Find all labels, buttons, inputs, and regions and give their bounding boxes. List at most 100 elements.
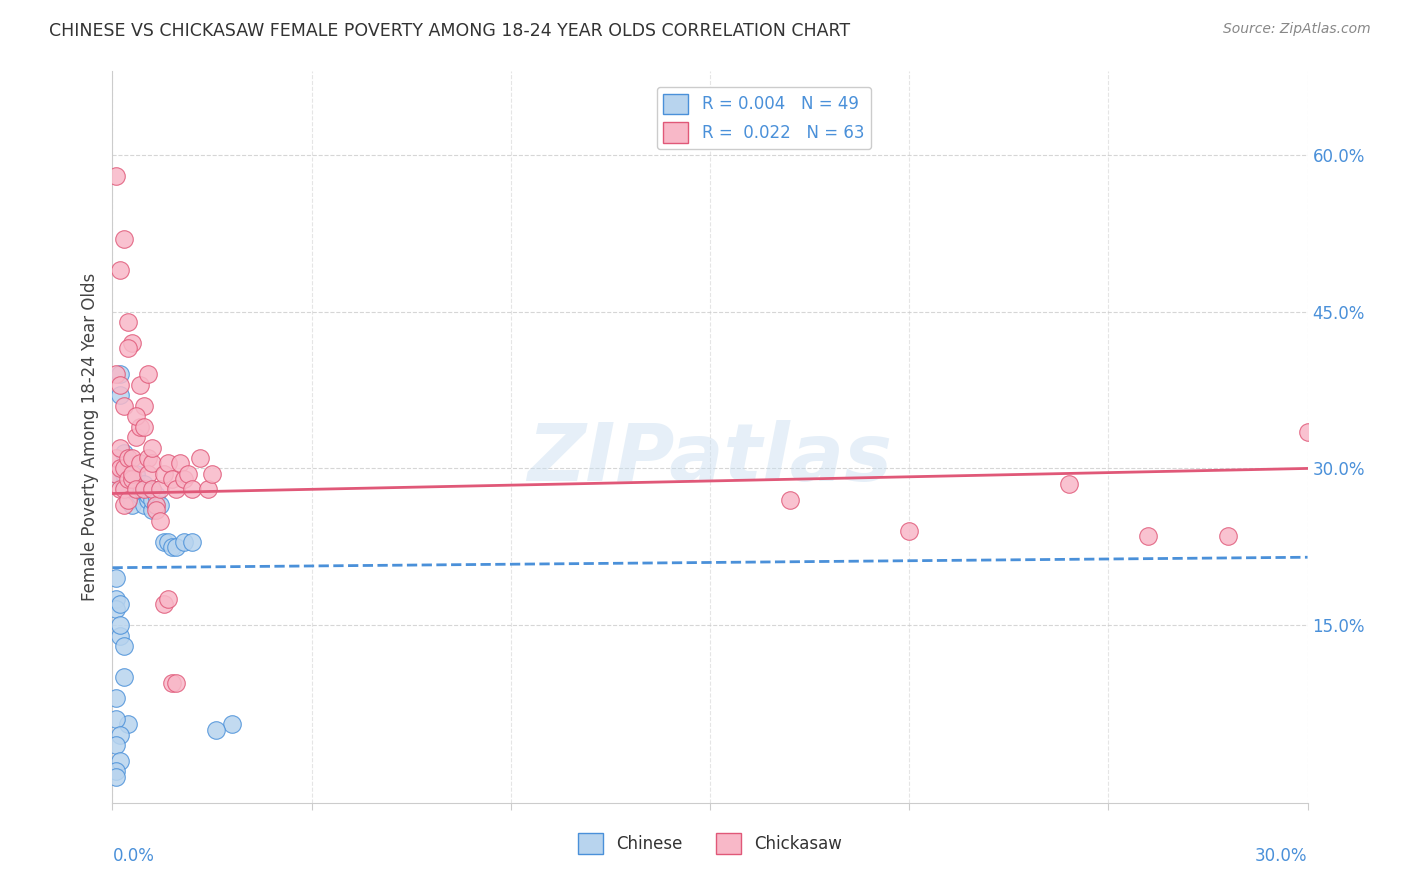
Point (110, 377, 132, 392)
Point (125, 467, 148, 481)
Point (129, 456, 152, 470)
Point (114, 446, 135, 460)
Point (138, 450, 160, 465)
Point (110, 629, 132, 643)
Point (138, 467, 160, 481)
Point (141, 503, 163, 517)
Point (153, 467, 176, 481)
Point (1057, 477, 1080, 491)
Point (169, 456, 191, 470)
Point (221, 717, 243, 731)
Point (129, 377, 152, 392)
Point (121, 477, 143, 491)
Point (105, 602, 128, 616)
Text: ZIPatlas: ZIPatlas (527, 420, 893, 498)
Point (134, 483, 156, 497)
Point (188, 450, 211, 465)
Point (117, 450, 139, 465)
Point (117, 717, 139, 731)
Point (157, 592, 180, 607)
Point (121, 498, 143, 512)
Point (125, 483, 148, 497)
Point (114, 399, 135, 413)
Point (121, 492, 143, 507)
Point (129, 419, 152, 434)
Point (197, 483, 219, 497)
Point (114, 483, 135, 497)
Point (181, 534, 204, 549)
Point (105, 739, 128, 753)
Point (145, 498, 167, 512)
Point (105, 368, 128, 382)
Point (134, 419, 156, 434)
Point (121, 450, 143, 465)
Point (105, 691, 128, 706)
Point (117, 492, 139, 507)
Point (110, 461, 132, 475)
Point (141, 492, 163, 507)
Point (145, 498, 167, 512)
Point (114, 498, 135, 512)
Point (110, 263, 132, 277)
Point (105, 571, 128, 585)
Point (114, 231, 135, 245)
Point (110, 388, 132, 402)
Text: 30.0%: 30.0% (1256, 847, 1308, 864)
Point (165, 540, 187, 554)
Point (138, 492, 160, 507)
Point (138, 368, 160, 382)
Point (141, 456, 163, 470)
Point (134, 477, 156, 491)
Point (110, 483, 132, 497)
Point (181, 483, 204, 497)
Point (153, 534, 176, 549)
Point (110, 597, 132, 611)
Point (110, 728, 132, 742)
Point (141, 441, 163, 455)
Point (1216, 529, 1239, 543)
Point (205, 723, 228, 737)
Point (121, 472, 143, 486)
Point (149, 514, 172, 528)
Point (105, 770, 128, 784)
Point (110, 754, 132, 768)
Point (173, 472, 195, 486)
Point (141, 483, 163, 497)
Point (105, 450, 128, 465)
Point (177, 467, 200, 481)
Point (110, 441, 132, 455)
Point (114, 467, 135, 481)
Y-axis label: Female Poverty Among 18-24 Year Olds: Female Poverty Among 18-24 Year Olds (80, 273, 98, 601)
Point (162, 675, 183, 690)
Point (162, 540, 183, 554)
Point (117, 315, 139, 329)
Point (110, 618, 132, 632)
Point (114, 670, 135, 684)
Point (117, 341, 139, 355)
Point (165, 675, 187, 690)
Point (173, 534, 195, 549)
Point (105, 467, 128, 481)
Point (121, 467, 143, 481)
Point (105, 592, 128, 607)
Point (153, 597, 176, 611)
Text: CHINESE VS CHICKASAW FEMALE POVERTY AMONG 18-24 YEAR OLDS CORRELATION CHART: CHINESE VS CHICKASAW FEMALE POVERTY AMON… (49, 22, 851, 40)
Point (162, 472, 183, 486)
Point (114, 461, 135, 475)
Point (105, 712, 128, 726)
Point (114, 477, 135, 491)
Point (125, 483, 148, 497)
Point (141, 483, 163, 497)
Point (125, 409, 148, 424)
Point (129, 483, 152, 497)
Point (149, 498, 172, 512)
Point (117, 467, 139, 481)
Point (138, 487, 160, 501)
Point (157, 456, 180, 470)
Point (1137, 529, 1160, 543)
Point (129, 487, 152, 501)
Point (105, 467, 128, 481)
Point (105, 764, 128, 779)
Text: Source: ZipAtlas.com: Source: ZipAtlas.com (1223, 22, 1371, 37)
Point (117, 487, 139, 501)
